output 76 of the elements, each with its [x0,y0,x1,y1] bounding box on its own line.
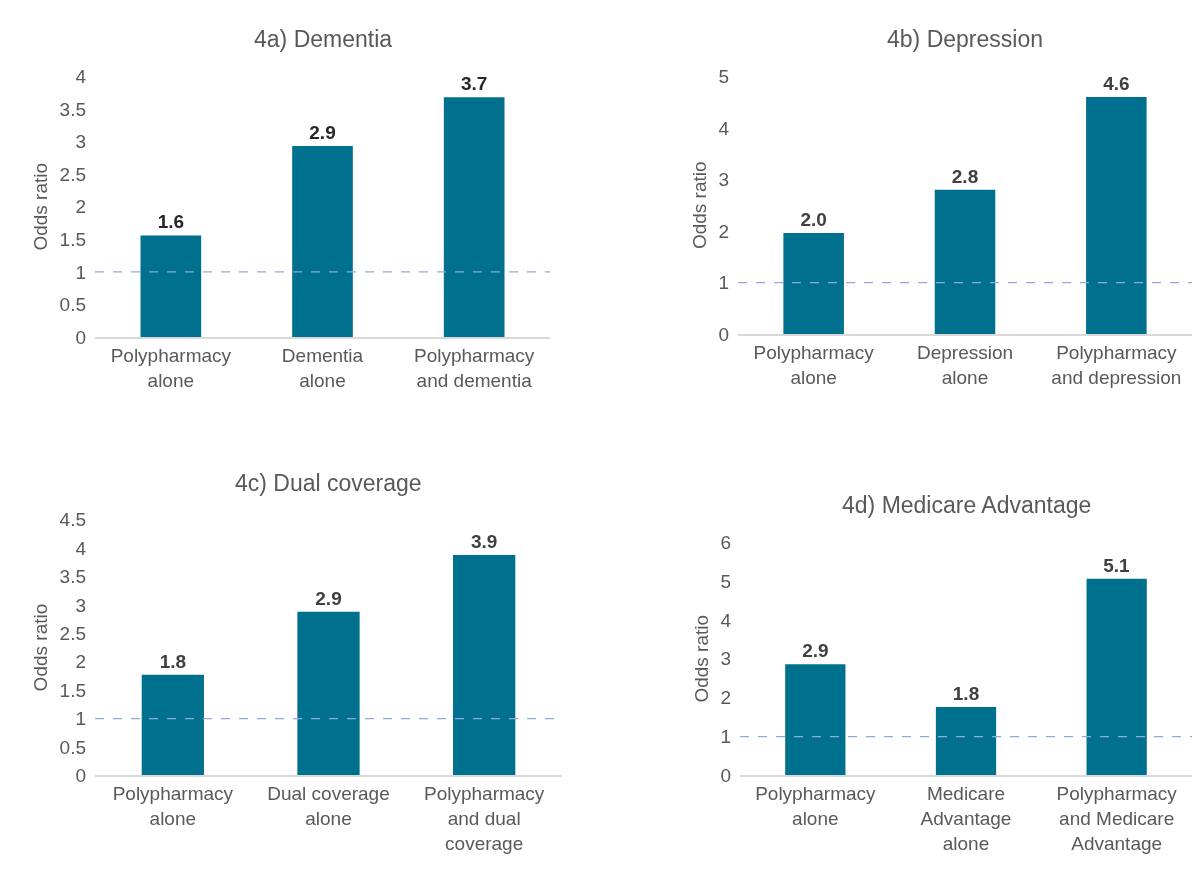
y-tick-label: 0 [720,765,731,787]
x-tick-label: Medicare Advantage alone [920,783,1012,854]
bar [935,707,997,776]
bar [297,611,360,776]
data-label: 2.9 [315,587,342,609]
chart-title: 4b) Depression [887,26,1043,52]
bar [140,235,202,338]
chart-title: 4a) Dementia [254,26,393,52]
x-tick-label: Polypharmacy alone [753,341,875,388]
x-tick-label: Dementia alone [281,344,364,391]
y-tick-label: 4 [75,66,87,88]
y-axis-title: Odds ratio [689,161,711,250]
x-tick-label: Polypharmacy and dementia [413,344,535,391]
data-label: 5.1 [1103,554,1131,576]
bar [1086,97,1147,335]
data-label: 1.8 [952,683,980,705]
y-tick-label: 3.5 [59,98,86,120]
bar [453,554,516,776]
bar [292,146,353,338]
y-tick-label: 5 [718,66,729,88]
data-label: 3.7 [460,73,488,95]
chart-title: 4c) Dual coverage [235,470,422,496]
y-axis-title: Odds ratio [691,614,713,703]
data-label: 2.0 [800,209,827,231]
y-tick-label: 2 [720,687,731,709]
y-tick-label: 4.5 [59,509,86,531]
y-tick-label: 2 [75,196,86,218]
y-tick-label: 2.5 [59,623,86,644]
y-tick-label: 1 [720,726,731,748]
data-label: 1.6 [157,211,185,233]
y-tick-label: 6 [720,531,731,553]
data-label: 3.9 [470,530,498,552]
x-tick-label: Dual coverage alone [267,783,390,829]
y-tick-label: 4 [75,537,87,559]
y-tick-label: 0 [718,323,729,345]
y-tick-label: 1.5 [59,228,86,250]
bar [783,233,844,335]
y-axis-title: Odds ratio [30,603,52,692]
bar [785,664,846,776]
y-tick-label: 0 [75,765,86,787]
y-axis-title: Odds ratio [30,162,52,251]
y-tick-label: 1 [718,272,729,294]
y-tick-label: 3 [718,169,729,191]
bar [443,97,505,338]
data-label: 2.8 [951,165,979,187]
bar [141,674,204,776]
x-tick-label: Polypharmacy alone [755,783,877,829]
y-tick-label: 0.5 [59,294,86,316]
y-tick-label: 1 [75,261,86,283]
x-tick-label: Polypharmacy and dual coverage [423,783,545,854]
y-tick-label: 1 [75,708,86,730]
bar [934,189,996,335]
y-tick-label: 3 [75,594,86,616]
y-tick-label: 2.5 [59,163,86,185]
x-tick-label: Polypharmacy and depression [1051,341,1182,388]
x-tick-label: Depression alone [916,341,1014,388]
y-tick-label: 0.5 [59,736,86,758]
data-label: 1.8 [159,650,187,672]
x-tick-label: Polypharmacy alone [112,783,234,829]
y-tick-label: 1.5 [59,679,86,701]
x-tick-label: Polypharmacy and Medicare Advantage [1056,783,1178,854]
data-label: 2.9 [309,122,336,144]
y-tick-label: 3.5 [59,566,86,588]
y-tick-label: 4 [718,117,730,139]
y-tick-label: 0 [75,326,86,348]
y-tick-label: 5 [720,570,731,592]
y-tick-label: 3 [75,131,86,153]
chart-title: 4d) Medicare Advantage [842,492,1092,518]
bar [1086,578,1147,776]
y-tick-label: 3 [720,648,731,670]
data-label: 4.6 [1103,73,1130,95]
x-tick-label: Polypharmacy alone [110,344,232,391]
data-label: 2.9 [802,640,829,662]
y-tick-label: 4 [720,609,732,631]
y-tick-label: 2 [718,220,729,242]
y-tick-label: 2 [75,651,86,673]
